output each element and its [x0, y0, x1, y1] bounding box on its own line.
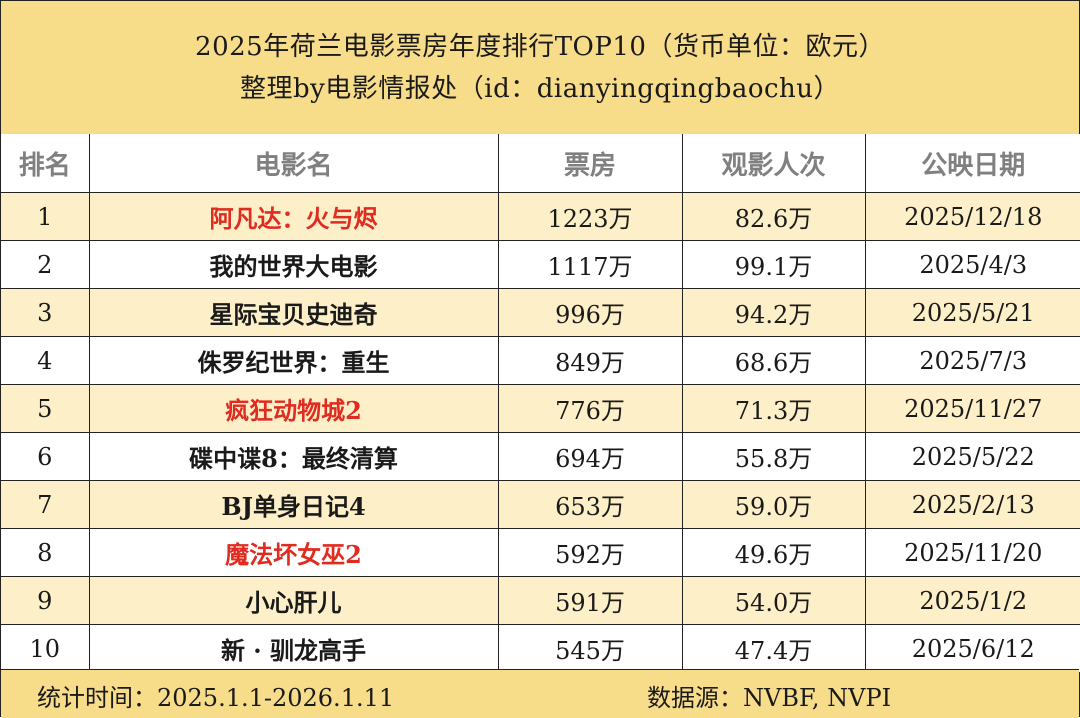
column-header-title: 电影名 — [88, 134, 499, 193]
rank-cell: 1 — [1, 192, 90, 241]
rank-cell: 10 — [1, 624, 90, 673]
release-date-cell: 2025/5/21 — [864, 288, 1080, 337]
box-office-cell: 1117万 — [497, 240, 683, 289]
movie-title-cell: 小心肝儿 — [88, 576, 499, 625]
release-date-cell: 2025/6/12 — [864, 624, 1080, 673]
release-date-cell: 2025/1/2 — [864, 576, 1080, 625]
statistics-period: 统计时间：2025.1.1-2026.1.11 — [37, 684, 395, 712]
rank-cell: 7 — [1, 480, 90, 529]
title-block: 2025年荷兰电影票房年度排行TOP10（货币单位：欧元） 整理by电影情报处（… — [1, 1, 1079, 135]
release-date-cell: 2025/2/13 — [864, 480, 1080, 529]
movie-title-cell: 星际宝贝史迪奇 — [88, 288, 499, 337]
table-row: 2 我的世界大电影 1117万 99.1万 2025/4/3 — [1, 240, 1080, 289]
box-office-cell: 996万 — [497, 288, 683, 337]
movie-title-cell: 侏罗纪世界：重生 — [88, 336, 499, 385]
rank-cell: 9 — [1, 576, 90, 625]
table-row: 5 疯狂动物城2 776万 71.3万 2025/11/27 — [1, 384, 1080, 433]
admissions-cell: 49.6万 — [681, 528, 866, 577]
column-header-box-office: 票房 — [497, 134, 683, 193]
table-row: 9 小心肝儿 591万 54.0万 2025/1/2 — [1, 576, 1080, 625]
box-office-cell: 849万 — [497, 336, 683, 385]
rank-cell: 3 — [1, 288, 90, 337]
admissions-cell: 68.6万 — [681, 336, 866, 385]
table-row: 4 侏罗纪世界：重生 849万 68.6万 2025/7/3 — [1, 336, 1080, 385]
movie-title-cell: 我的世界大电影 — [88, 240, 499, 289]
admissions-cell: 82.6万 — [681, 192, 866, 241]
column-header-admissions: 观影人次 — [681, 134, 866, 193]
table-row: 3 星际宝贝史迪奇 996万 94.2万 2025/5/21 — [1, 288, 1080, 337]
table-row: 8 魔法坏女巫2 592万 49.6万 2025/11/20 — [1, 528, 1080, 577]
table-body: 1 阿凡达：火与烬 1223万 82.6万 2025/12/18 2 我的世界大电影 1117… — [1, 192, 1080, 673]
subtitle-credit: 整理by电影情报处（id：dianyingqingbaochu） — [239, 73, 841, 104]
movie-title-cell: 阿凡达：火与烬 — [88, 192, 499, 241]
box-office-cell: 592万 — [497, 528, 683, 577]
table-row: 6 碟中谍8：最终清算 694万 55.8万 2025/5/22 — [1, 432, 1080, 481]
admissions-cell: 94.2万 — [681, 288, 866, 337]
admissions-cell: 47.4万 — [681, 624, 866, 673]
table-row: 10 新 · 驯龙高手 545万 47.4万 2025/6/12 — [1, 624, 1080, 673]
release-date-cell: 2025/5/22 — [864, 432, 1080, 481]
box-office-cell: 776万 — [497, 384, 683, 433]
release-date-cell: 2025/11/20 — [864, 528, 1080, 577]
movie-title-cell: 碟中谍8：最终清算 — [88, 432, 499, 481]
rank-cell: 2 — [1, 240, 90, 289]
box-office-cell: 694万 — [497, 432, 683, 481]
admissions-cell: 71.3万 — [681, 384, 866, 433]
admissions-cell: 99.1万 — [681, 240, 866, 289]
release-date-cell: 2025/11/27 — [864, 384, 1080, 433]
table-header-row: 排名 电影名 票房 观影人次 公映日期 — [1, 134, 1080, 193]
release-date-cell: 2025/4/3 — [864, 240, 1080, 289]
admissions-cell: 54.0万 — [681, 576, 866, 625]
movie-title-cell: 魔法坏女巫2 — [88, 528, 499, 577]
admissions-cell: 55.8万 — [681, 432, 866, 481]
release-date-cell: 2025/12/18 — [864, 192, 1080, 241]
movie-title-cell: 疯狂动物城2 — [88, 384, 499, 433]
data-source: 数据源：NVBF, NVPI — [647, 684, 892, 712]
admissions-cell: 59.0万 — [681, 480, 866, 529]
table-row: 7 BJ单身日记4 653万 59.0万 2025/2/13 — [1, 480, 1080, 529]
table-row: 1 阿凡达：火与烬 1223万 82.6万 2025/12/18 — [1, 192, 1080, 241]
box-office-cell: 1223万 — [497, 192, 683, 241]
box-office-cell: 653万 — [497, 480, 683, 529]
release-date-cell: 2025/7/3 — [864, 336, 1080, 385]
footer-bar: 统计时间：2025.1.1-2026.1.11 数据源：NVBF, NVPI — [1, 669, 1079, 718]
ranking-table: 排名 电影名 票房 观影人次 公映日期 1 阿凡达：火与烬 1223万 82.6万 20… — [1, 134, 1080, 673]
rank-cell: 4 — [1, 336, 90, 385]
rank-cell: 8 — [1, 528, 90, 577]
box-office-cell: 545万 — [497, 624, 683, 673]
column-header-release-date: 公映日期 — [864, 134, 1080, 193]
rank-cell: 6 — [1, 432, 90, 481]
main-title: 2025年荷兰电影票房年度排行TOP10（货币单位：欧元） — [195, 31, 885, 62]
movie-title-cell: 新 · 驯龙高手 — [88, 624, 499, 673]
rank-cell: 5 — [1, 384, 90, 433]
column-header-rank: 排名 — [1, 134, 90, 193]
movie-title-cell: BJ单身日记4 — [88, 480, 499, 529]
box-office-cell: 591万 — [497, 576, 683, 625]
